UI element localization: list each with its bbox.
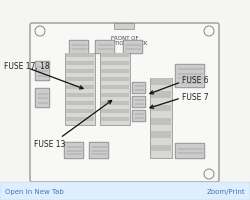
FancyBboxPatch shape xyxy=(132,111,146,122)
FancyBboxPatch shape xyxy=(35,89,50,108)
FancyBboxPatch shape xyxy=(95,41,115,55)
Bar xyxy=(150,79,172,158)
Bar xyxy=(65,54,95,125)
Text: Zoom/Print: Zoom/Print xyxy=(206,188,245,194)
Bar xyxy=(114,24,134,30)
Bar xyxy=(151,132,171,138)
Text: FRONT OF
JUNCTION BLOCK: FRONT OF JUNCTION BLOCK xyxy=(101,36,148,46)
FancyBboxPatch shape xyxy=(123,41,143,55)
Bar xyxy=(151,79,171,85)
Bar xyxy=(101,86,129,90)
Bar xyxy=(100,54,130,125)
Circle shape xyxy=(204,169,214,179)
Bar xyxy=(151,92,171,99)
Bar xyxy=(66,70,94,74)
Circle shape xyxy=(35,27,45,37)
Bar xyxy=(66,117,94,121)
FancyBboxPatch shape xyxy=(132,97,146,108)
Bar xyxy=(101,54,129,58)
Bar xyxy=(66,109,94,113)
FancyBboxPatch shape xyxy=(89,142,109,159)
FancyBboxPatch shape xyxy=(35,62,50,81)
Bar xyxy=(151,105,171,112)
FancyBboxPatch shape xyxy=(64,142,84,159)
Bar xyxy=(101,94,129,98)
Bar xyxy=(66,94,94,98)
Bar xyxy=(151,145,171,152)
Bar xyxy=(66,86,94,90)
Bar xyxy=(0,182,250,200)
Bar xyxy=(101,62,129,66)
Bar xyxy=(101,109,129,113)
FancyBboxPatch shape xyxy=(69,41,89,55)
Bar xyxy=(66,78,94,82)
Bar xyxy=(151,118,171,125)
Bar xyxy=(101,70,129,74)
Text: FUSE 6: FUSE 6 xyxy=(182,76,208,85)
FancyBboxPatch shape xyxy=(30,24,219,182)
Bar xyxy=(66,54,94,58)
Text: FUSE 7: FUSE 7 xyxy=(182,93,208,102)
Bar xyxy=(101,78,129,82)
Text: Open In New Tab: Open In New Tab xyxy=(5,188,64,194)
FancyBboxPatch shape xyxy=(175,65,205,88)
Text: FUSE 17, 18: FUSE 17, 18 xyxy=(4,61,50,70)
Text: FUSE 13: FUSE 13 xyxy=(34,140,66,149)
Bar xyxy=(101,117,129,121)
Bar xyxy=(66,101,94,105)
FancyBboxPatch shape xyxy=(175,143,205,159)
Bar xyxy=(66,62,94,66)
Circle shape xyxy=(204,27,214,37)
Bar xyxy=(101,101,129,105)
FancyBboxPatch shape xyxy=(132,83,146,94)
